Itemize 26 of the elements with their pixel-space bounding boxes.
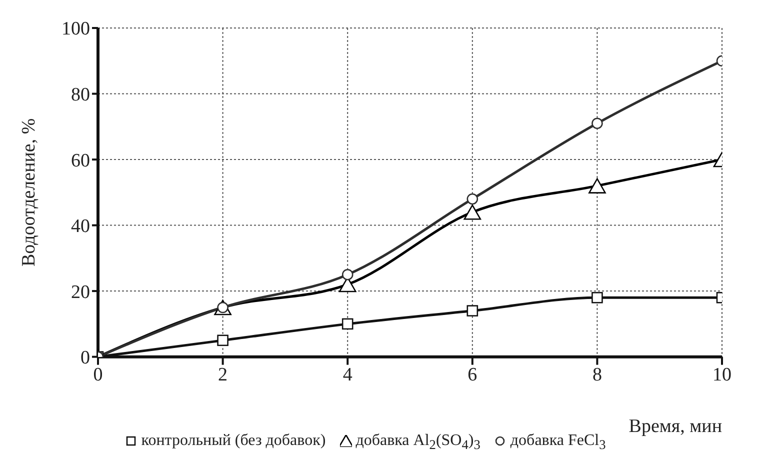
- y-tick-label: 20: [71, 282, 90, 303]
- x-tick-label: 10: [712, 364, 732, 386]
- point: [342, 318, 354, 330]
- point: [217, 334, 228, 346]
- point: [466, 305, 478, 316]
- x-axis-title: Время, мин: [628, 416, 722, 437]
- y-tick-label: 100: [62, 18, 90, 40]
- legend-label: добавка FeCl$_{3}$: [510, 432, 606, 452]
- x-tick-label: 6: [468, 364, 478, 386]
- y-tick-label: 60: [71, 150, 90, 172]
- y-axis-title: Водоотделение, %: [18, 118, 40, 267]
- point: [588, 178, 606, 194]
- y-tick-label: 40: [71, 216, 90, 238]
- x-tick-label: 0: [93, 364, 103, 386]
- legend-label: контрольный (без добавок): [141, 432, 326, 449]
- point: [592, 118, 603, 130]
- point: [466, 193, 478, 205]
- x-tick-label: 2: [218, 364, 228, 386]
- x-tick-label: 4: [342, 364, 353, 386]
- y-tick-label: 80: [71, 84, 90, 106]
- point: [464, 204, 482, 220]
- y-tick-label: 0: [80, 348, 90, 369]
- legend-label: добавка Al$_{2}$(SO$_{4}$)$_{3}$: [356, 432, 480, 452]
- point: [592, 292, 603, 304]
- point: [342, 268, 354, 280]
- x-tick-label: 8: [592, 364, 602, 386]
